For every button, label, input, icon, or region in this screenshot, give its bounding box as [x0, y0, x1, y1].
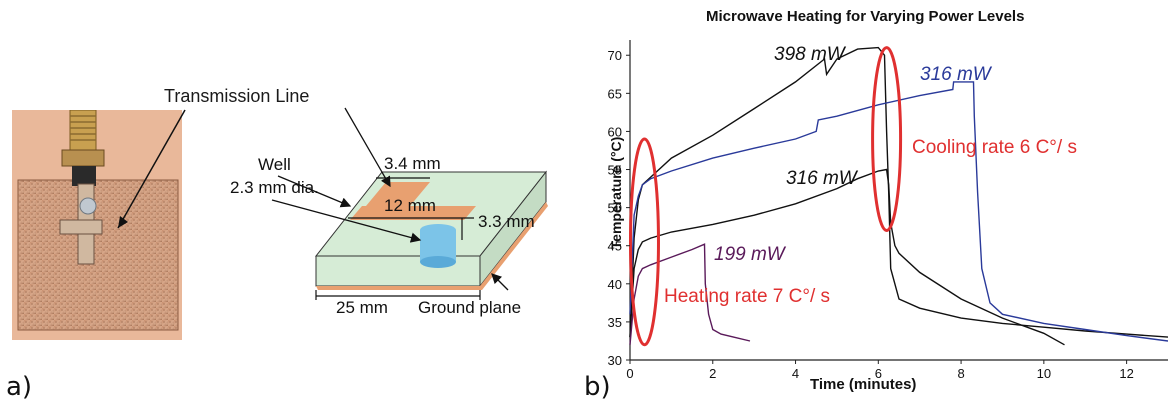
device-photo [12, 110, 182, 340]
line-length-label: 12 mm [384, 196, 436, 215]
panel-b: b) Microwave Heating for Varying Power L… [580, 0, 1168, 406]
temperature-chart: 30 35 40 45 50 55 60 65 70 0 2 4 6 8 10 12 [608, 40, 1168, 381]
well-label: Well [258, 155, 291, 174]
panel-a: Transmission Line [0, 0, 580, 406]
y-tick-label: 60 [608, 124, 622, 139]
y-tick-label: 50 [608, 201, 622, 216]
cooling-rate-label: Cooling rate 6 C°/ s [912, 137, 1077, 158]
series-line-2 [629, 168, 1065, 346]
x-tick-label: 10 [1037, 366, 1051, 381]
heating-region-ellipse [628, 137, 660, 347]
well-dia-label: 2.3 mm dia. [230, 178, 319, 197]
chart-title: Microwave Heating for Varying Power Leve… [706, 8, 1025, 25]
x-tick-label: 0 [626, 366, 633, 381]
y-axis-label: Temperature (°C) [608, 136, 624, 250]
label-316mw-blue: 316 mW [920, 64, 991, 85]
x-tick-label: 12 [1119, 366, 1133, 381]
board-width-label: 25 mm [336, 298, 388, 317]
x-axis-label: Time (minutes) [810, 376, 917, 393]
y-tick-label: 30 [608, 353, 622, 368]
heating-rate-label: Heating rate 7 C°/ s [664, 286, 831, 307]
x-tick-label: 2 [709, 366, 716, 381]
y-tick-label: 65 [608, 86, 622, 101]
label-398mw: 398 mW [774, 44, 845, 65]
copper-board [17, 179, 179, 331]
x-tick-label: 6 [875, 366, 882, 381]
cooling-region-ellipse [871, 46, 903, 232]
thickness-label: 3.3 mm [478, 212, 535, 231]
device-diagram [271, 107, 548, 300]
y-tick-label: 45 [608, 239, 622, 254]
label-199mw: 199 mW [714, 244, 785, 265]
x-tick-label: 8 [957, 366, 964, 381]
panel-a-label: a) [6, 372, 33, 402]
y-tick-label: 70 [608, 48, 622, 63]
photo-label: Transmission Line [164, 86, 310, 106]
y-tick-label: 35 [608, 315, 622, 330]
y-tick-label: 40 [608, 277, 622, 292]
panel-b-label: b) [584, 372, 611, 402]
stub-width-label: 3.4 mm [384, 154, 441, 173]
ground-plane-label: Ground plane [418, 298, 522, 317]
copper-line [350, 206, 476, 220]
x-tick-label: 4 [792, 366, 799, 381]
label-316mw-black: 316 mW [786, 168, 857, 189]
series-line-3 [629, 243, 751, 345]
photo-label-arrow [117, 109, 186, 229]
y-tick-label: 55 [608, 163, 622, 178]
